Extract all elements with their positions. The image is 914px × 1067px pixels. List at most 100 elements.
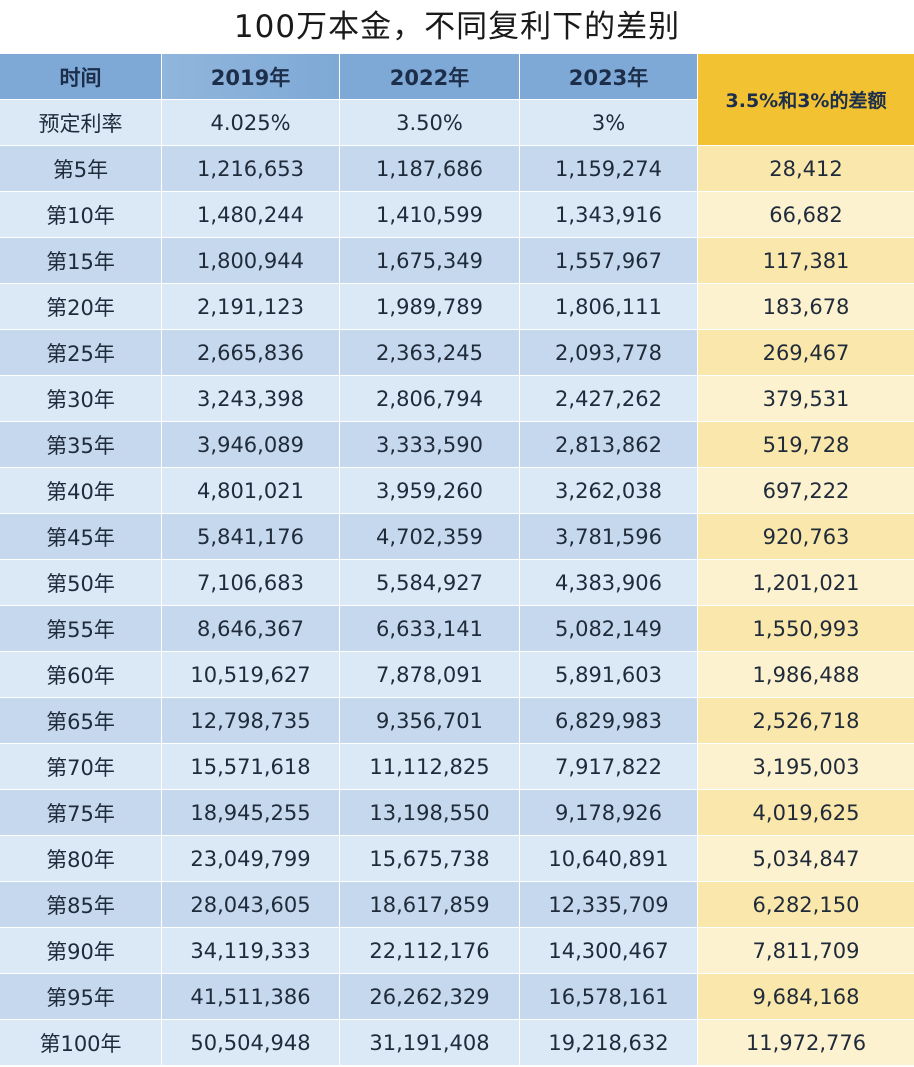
year-cell: 第80年 (0, 836, 162, 881)
table-row: 第20年 2,191,123 1,989,789 1,806,111 183,678 (0, 284, 914, 330)
diff-cell: 66,682 (698, 192, 914, 237)
table-row: 第50年 7,106,683 5,584,927 4,383,906 1,201,021 (0, 560, 914, 606)
table-row: 第80年 23,049,799 15,675,738 10,640,891 5,034,… (0, 836, 914, 882)
diff-cell: 1,550,993 (698, 606, 914, 651)
year-cell: 第75年 (0, 790, 162, 835)
value-2019-cell: 50,504,948 (162, 1020, 340, 1065)
year-cell: 第50年 (0, 560, 162, 605)
table-row: 第15年 1,800,944 1,675,349 1,557,967 117,381 (0, 238, 914, 284)
diff-cell: 379,531 (698, 376, 914, 421)
value-2023-cell: 10,640,891 (520, 836, 698, 881)
diff-cell: 1,986,488 (698, 652, 914, 697)
value-2019-cell: 1,216,653 (162, 146, 340, 191)
value-2022-cell: 2,806,794 (340, 376, 520, 421)
value-2019-cell: 3,243,398 (162, 376, 340, 421)
diff-cell: 7,811,709 (698, 928, 914, 973)
value-2023-cell: 1,343,916 (520, 192, 698, 237)
value-2023-cell: 2,813,862 (520, 422, 698, 467)
value-2023-cell: 19,218,632 (520, 1020, 698, 1065)
value-2022-cell: 3,333,590 (340, 422, 520, 467)
diff-cell: 11,972,776 (698, 1020, 914, 1065)
value-2022-cell: 6,633,141 (340, 606, 520, 651)
value-2022-cell: 1,675,349 (340, 238, 520, 283)
value-2022-cell: 18,617,859 (340, 882, 520, 927)
table-row: 第60年 10,519,627 7,878,091 5,891,603 1,986,48… (0, 652, 914, 698)
value-2019-cell: 1,480,244 (162, 192, 340, 237)
value-2022-cell: 1,187,686 (340, 146, 520, 191)
header-time: 时间 (0, 54, 162, 99)
value-2022-cell: 15,675,738 (340, 836, 520, 881)
diff-cell: 9,684,168 (698, 974, 914, 1019)
value-2023-cell: 1,557,967 (520, 238, 698, 283)
value-2019-cell: 2,665,836 (162, 330, 340, 375)
value-2023-cell: 9,178,926 (520, 790, 698, 835)
year-cell: 第60年 (0, 652, 162, 697)
rate-2019: 4.025% (162, 100, 340, 145)
year-cell: 第95年 (0, 974, 162, 1019)
diff-cell: 4,019,625 (698, 790, 914, 835)
year-cell: 第35年 (0, 422, 162, 467)
year-cell: 第15年 (0, 238, 162, 283)
year-cell: 第100年 (0, 1020, 162, 1065)
diff-cell: 3,195,003 (698, 744, 914, 789)
value-2023-cell: 1,159,274 (520, 146, 698, 191)
header-2022: 2022年 (340, 54, 520, 99)
value-2019-cell: 4,801,021 (162, 468, 340, 513)
value-2019-cell: 1,800,944 (162, 238, 340, 283)
value-2022-cell: 4,702,359 (340, 514, 520, 559)
table-row: 第70年 15,571,618 11,112,825 7,917,822 3,195,0… (0, 744, 914, 790)
value-2019-cell: 10,519,627 (162, 652, 340, 697)
value-2019-cell: 7,106,683 (162, 560, 340, 605)
table-row: 第45年 5,841,176 4,702,359 3,781,596 920,763 (0, 514, 914, 560)
diff-cell: 269,467 (698, 330, 914, 375)
compound-interest-table: 时间 2019年 2022年 2023年 预定利率 4.025% 3.50% 3… (0, 54, 914, 1067)
diff-cell: 5,034,847 (698, 836, 914, 881)
value-2023-cell: 14,300,467 (520, 928, 698, 973)
header-2023: 2023年 (520, 54, 698, 99)
value-2022-cell: 1,989,789 (340, 284, 520, 329)
year-cell: 第45年 (0, 514, 162, 559)
value-2019-cell: 5,841,176 (162, 514, 340, 559)
value-2023-cell: 16,578,161 (520, 974, 698, 1019)
value-2022-cell: 22,112,176 (340, 928, 520, 973)
value-2022-cell: 7,878,091 (340, 652, 520, 697)
value-2023-cell: 5,082,149 (520, 606, 698, 651)
data-rows: 第5年 1,216,653 1,187,686 1,159,274 28,412 第10年… (0, 146, 914, 1066)
value-2019-cell: 8,646,367 (162, 606, 340, 651)
value-2019-cell: 18,945,255 (162, 790, 340, 835)
value-2023-cell: 1,806,111 (520, 284, 698, 329)
diff-cell: 117,381 (698, 238, 914, 283)
value-2019-cell: 28,043,605 (162, 882, 340, 927)
value-2023-cell: 12,335,709 (520, 882, 698, 927)
value-2023-cell: 3,781,596 (520, 514, 698, 559)
value-2023-cell: 4,383,906 (520, 560, 698, 605)
diff-cell: 183,678 (698, 284, 914, 329)
header-2019: 2019年 (162, 54, 340, 99)
value-2023-cell: 2,427,262 (520, 376, 698, 421)
year-cell: 第65年 (0, 698, 162, 743)
value-2019-cell: 3,946,089 (162, 422, 340, 467)
diff-cell: 920,763 (698, 514, 914, 559)
table-row: 第95年 41,511,386 26,262,329 16,578,161 9,684,… (0, 974, 914, 1020)
table-row: 第30年 3,243,398 2,806,794 2,427,262 379,531 (0, 376, 914, 422)
table-row: 第10年 1,480,244 1,410,599 1,343,916 66,682 (0, 192, 914, 238)
table-row: 第25年 2,665,836 2,363,245 2,093,778 269,467 (0, 330, 914, 376)
diff-cell: 28,412 (698, 146, 914, 191)
table-row: 第85年 28,043,605 18,617,859 12,335,709 6,282,… (0, 882, 914, 928)
diff-cell: 697,222 (698, 468, 914, 513)
table-row: 第75年 18,945,255 13,198,550 9,178,926 4,019,6… (0, 790, 914, 836)
value-2023-cell: 2,093,778 (520, 330, 698, 375)
value-2019-cell: 41,511,386 (162, 974, 340, 1019)
value-2023-cell: 7,917,822 (520, 744, 698, 789)
diff-cell: 2,526,718 (698, 698, 914, 743)
table-row: 第55年 8,646,367 6,633,141 5,082,149 1,550,993 (0, 606, 914, 652)
value-2022-cell: 26,262,329 (340, 974, 520, 1019)
value-2022-cell: 1,410,599 (340, 192, 520, 237)
year-cell: 第10年 (0, 192, 162, 237)
value-2023-cell: 3,262,038 (520, 468, 698, 513)
value-2023-cell: 5,891,603 (520, 652, 698, 697)
value-2022-cell: 31,191,408 (340, 1020, 520, 1065)
rate-label: 预定利率 (0, 100, 162, 145)
value-2019-cell: 34,119,333 (162, 928, 340, 973)
year-cell: 第40年 (0, 468, 162, 513)
